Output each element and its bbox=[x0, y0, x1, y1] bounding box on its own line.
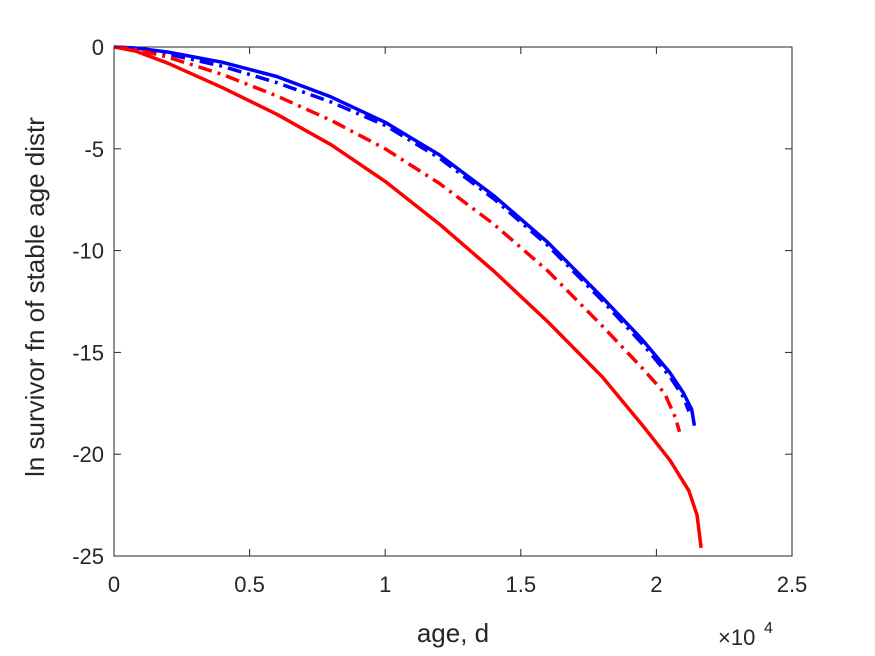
y-axis-label: ln survivor fn of stable age distr bbox=[20, 117, 50, 477]
x-axis-ticks: 0 0.5 1 1.5 2 2.5 bbox=[108, 47, 807, 597]
series-layer bbox=[113, 45, 703, 549]
plot-frame bbox=[113, 46, 793, 557]
x-tick-label: 0 bbox=[108, 572, 120, 597]
y-tick-label: -15 bbox=[72, 340, 104, 365]
x-tick-label: 2.5 bbox=[777, 572, 808, 597]
y-tick-label: -10 bbox=[72, 239, 104, 264]
y-tick-label: 0 bbox=[92, 35, 104, 60]
y-tick-label: -20 bbox=[72, 442, 104, 467]
x-tick-label: 1.5 bbox=[506, 572, 537, 597]
x-multiplier-exponent: 4 bbox=[764, 620, 773, 637]
series-line-1 bbox=[113, 45, 697, 426]
x-tick-label: 0.5 bbox=[234, 572, 265, 597]
x-tick-label: 2 bbox=[650, 572, 662, 597]
plot-area bbox=[113, 45, 793, 557]
y-tick-label: -5 bbox=[84, 137, 104, 162]
series-line-4 bbox=[113, 45, 703, 549]
x-axis-multiplier: ×10 4 bbox=[718, 620, 773, 650]
series-line-2 bbox=[113, 45, 691, 413]
y-tick-label: -25 bbox=[72, 544, 104, 569]
y-axis-ticks: 0 -5 -10 -15 -20 -25 bbox=[72, 35, 792, 569]
x-multiplier-base: ×10 bbox=[718, 625, 755, 650]
series-line-3 bbox=[113, 45, 682, 433]
x-axis-label: age, d bbox=[417, 618, 489, 648]
x-tick-label: 1 bbox=[379, 572, 391, 597]
